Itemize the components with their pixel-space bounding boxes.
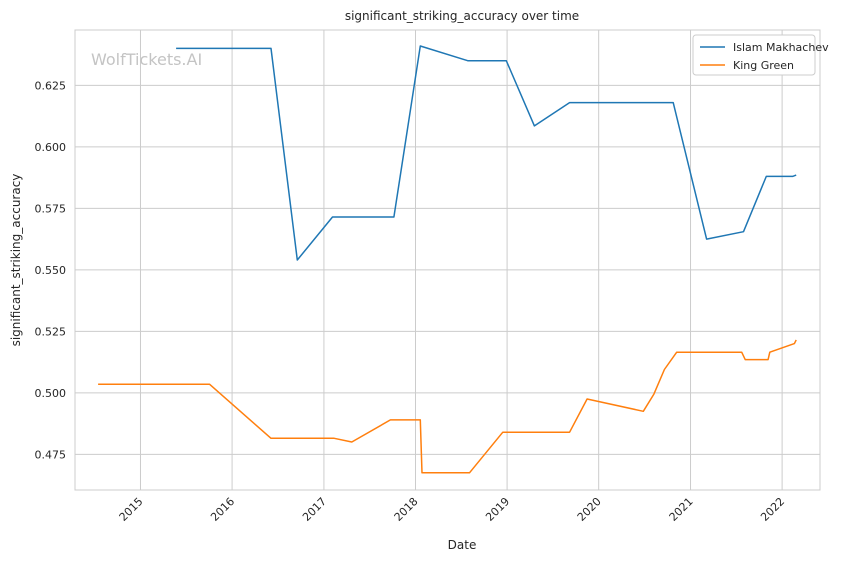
x-tick-label: 2022 — [758, 495, 787, 524]
x-tick-label: 2021 — [667, 495, 696, 524]
x-tick-label: 2020 — [575, 495, 604, 524]
y-axis-label: significant_striking_accuracy — [9, 174, 23, 347]
y-tick-label: 0.525 — [35, 325, 67, 338]
legend: Islam Makhachev King Green — [692, 34, 829, 76]
x-tick-label: 2019 — [483, 495, 512, 524]
x-axis-label: Date — [448, 538, 477, 552]
x-tick-label: 2018 — [392, 495, 421, 524]
legend-label: Islam Makhachev — [733, 41, 829, 54]
y-tick-label: 0.550 — [35, 264, 67, 277]
x-tick-label: 2015 — [117, 495, 146, 524]
series-lines — [98, 45, 797, 474]
chart-title: significant_striking_accuracy over time — [345, 9, 579, 23]
legend-label: King Green — [733, 59, 794, 72]
x-tick-label: 2016 — [208, 495, 237, 524]
watermark: WolfTickets.AI — [91, 50, 202, 69]
plot-area — [74, 29, 821, 491]
y-tick-label: 0.475 — [35, 448, 67, 461]
y-tick-label: 0.625 — [35, 79, 67, 92]
x-tick-label: 2017 — [300, 495, 329, 524]
y-tick-label: 0.500 — [35, 387, 67, 400]
grid — [75, 30, 820, 490]
series-line-1 — [176, 45, 797, 261]
series-line-2 — [98, 339, 797, 474]
y-tick-label: 0.600 — [35, 141, 67, 154]
y-tick-label: 0.575 — [35, 202, 67, 215]
